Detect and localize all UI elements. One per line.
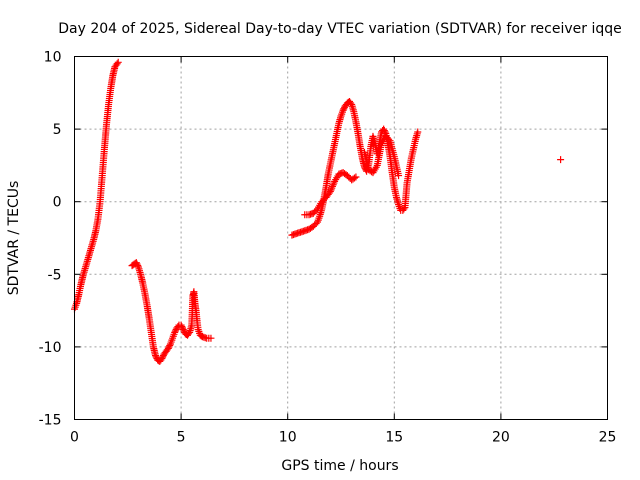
chart-title: Day 204 of 2025, Sidereal Day-to-day VTE… [58, 21, 622, 37]
data-point [207, 334, 215, 342]
y-tick-label: -10 [39, 340, 62, 356]
x-tick-label: 15 [385, 430, 403, 446]
grid-lines [74, 56, 608, 420]
y-tick-label: 0 [53, 195, 62, 211]
data-point [328, 182, 336, 190]
data-point [557, 156, 565, 164]
data-point [326, 188, 334, 196]
x-tick-label: 10 [279, 430, 297, 446]
y-tick-label: 5 [53, 122, 62, 138]
y-tick-label: 10 [44, 50, 62, 66]
y-tick-label: -5 [48, 267, 62, 283]
data-point [352, 173, 360, 181]
data-points [71, 58, 565, 365]
x-axis-label: GPS time / hours [281, 458, 398, 474]
data-point [114, 58, 122, 66]
data-point [166, 341, 174, 349]
data-point [381, 128, 389, 136]
data-point [328, 184, 336, 192]
y-tick-label: -15 [39, 413, 62, 429]
axis-ticks: 0 5 10 15 20 25 -15 -10 -5 0 5 10 [39, 50, 617, 446]
x-tick-label: 20 [492, 430, 510, 446]
y-axis-label: SDTVAR / TECUs [6, 181, 22, 296]
data-point [185, 330, 193, 338]
data-point [414, 128, 422, 136]
data-point [395, 172, 403, 180]
x-tick-label: 5 [177, 430, 186, 446]
data-point [329, 181, 337, 189]
data-point [351, 174, 359, 182]
plot-frame [74, 56, 608, 420]
x-tick-label: 25 [599, 430, 617, 446]
data-point [134, 262, 142, 270]
data-point [113, 60, 121, 68]
data-point [347, 99, 355, 107]
data-point [330, 179, 338, 187]
data-point [327, 186, 335, 194]
data-point [400, 205, 408, 213]
x-tick-label: 0 [70, 430, 79, 446]
